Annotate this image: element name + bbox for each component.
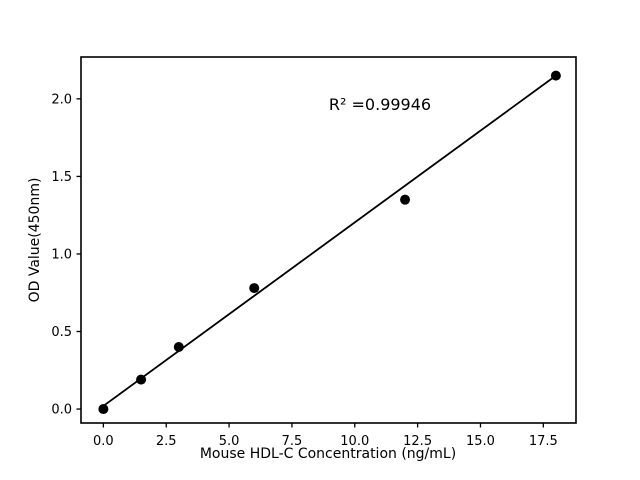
data-point: [173, 342, 184, 353]
y-tick-label: 1.5: [51, 170, 72, 185]
r-squared-annotation: R² =0.99946: [329, 95, 431, 114]
y-tick-label: 0.0: [51, 403, 72, 418]
x-tick-label: 17.5: [529, 434, 558, 449]
data-point: [249, 283, 260, 294]
plot-area: 0.0 2.5 5.0 7.5 10.0 12.5 15.0 17.5 0.0 0.5 1.0 1.5…: [51, 56, 577, 449]
x-tick-label: 12.5: [403, 434, 432, 449]
data-point: [98, 404, 109, 415]
data-point: [136, 374, 147, 385]
y-tick-label: 2.0: [51, 92, 72, 107]
data-point: [400, 194, 411, 205]
x-axis-label: Mouse HDL-C Concentration (ng/mL): [200, 446, 456, 462]
data-point: [550, 70, 561, 81]
y-tick-label: 1.0: [51, 247, 72, 262]
y-axis-label: OD Value(450nm): [27, 178, 43, 303]
x-tick-label: 0.0: [93, 434, 114, 449]
y-tick-label: 0.5: [51, 325, 72, 340]
x-tick-label: 2.5: [156, 434, 177, 449]
fit-line: [102, 74, 557, 407]
x-tick-label: 15.0: [466, 434, 495, 449]
x-tick-label: 7.5: [282, 434, 303, 449]
plot-border: [80, 56, 577, 424]
x-tick-label: 10.0: [340, 434, 369, 449]
x-tick-label: 5.0: [219, 434, 240, 449]
